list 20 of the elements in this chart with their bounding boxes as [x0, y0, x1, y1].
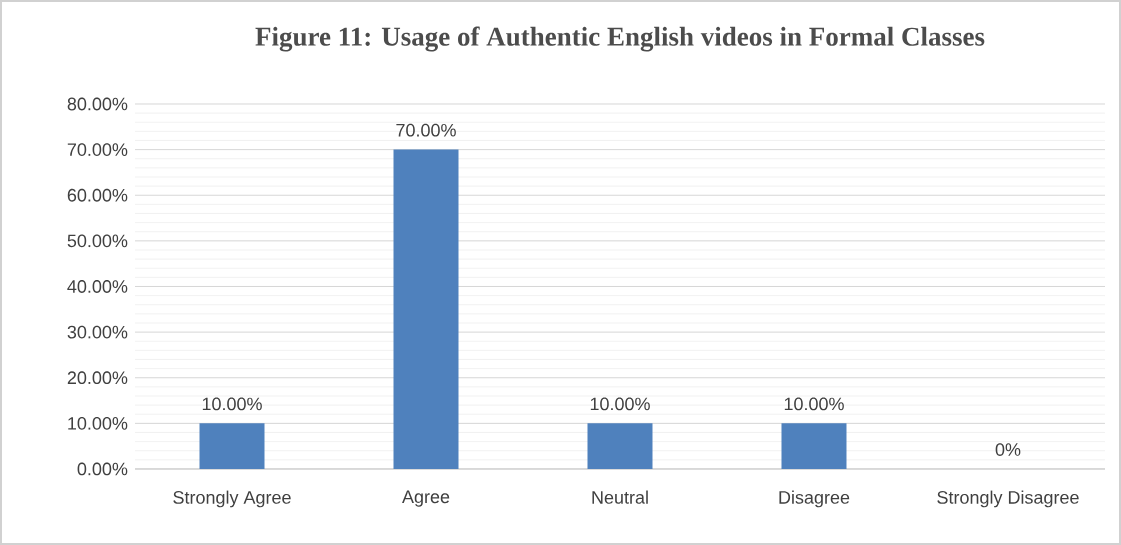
x-tick-label: Neutral: [592, 490, 648, 504]
data-label: 10.00%: [202, 397, 262, 411]
y-tick-label: 30.00%: [67, 325, 128, 339]
y-tick-label: 60.00%: [67, 188, 128, 202]
y-tick-label: 20.00%: [67, 371, 128, 385]
y-tick-label: 40.00%: [67, 280, 128, 293]
y-tick-label: 50.00%: [67, 234, 128, 248]
x-tick-label: Agree: [402, 490, 450, 507]
data-label: 0%: [995, 443, 1021, 456]
x-tick-label: Strongly Agree: [173, 490, 291, 508]
y-tick-label: 70.00%: [67, 143, 128, 156]
x-tick-label: Disagree: [779, 490, 850, 508]
chart-title: Figure 11: Usage of Authentic English videos in Formal Classes: [255, 26, 985, 52]
y-tick-label: 10.00%: [68, 416, 128, 430]
x-tick-label: Strongly Disagree: [937, 490, 1079, 508]
y-tick-label: 80.00%: [67, 97, 128, 111]
data-label: 10.00%: [784, 397, 844, 411]
y-tick-label: 0.00%: [77, 462, 128, 476]
data-label: 10.00%: [590, 397, 650, 411]
data-label: 70.00%: [396, 123, 456, 137]
